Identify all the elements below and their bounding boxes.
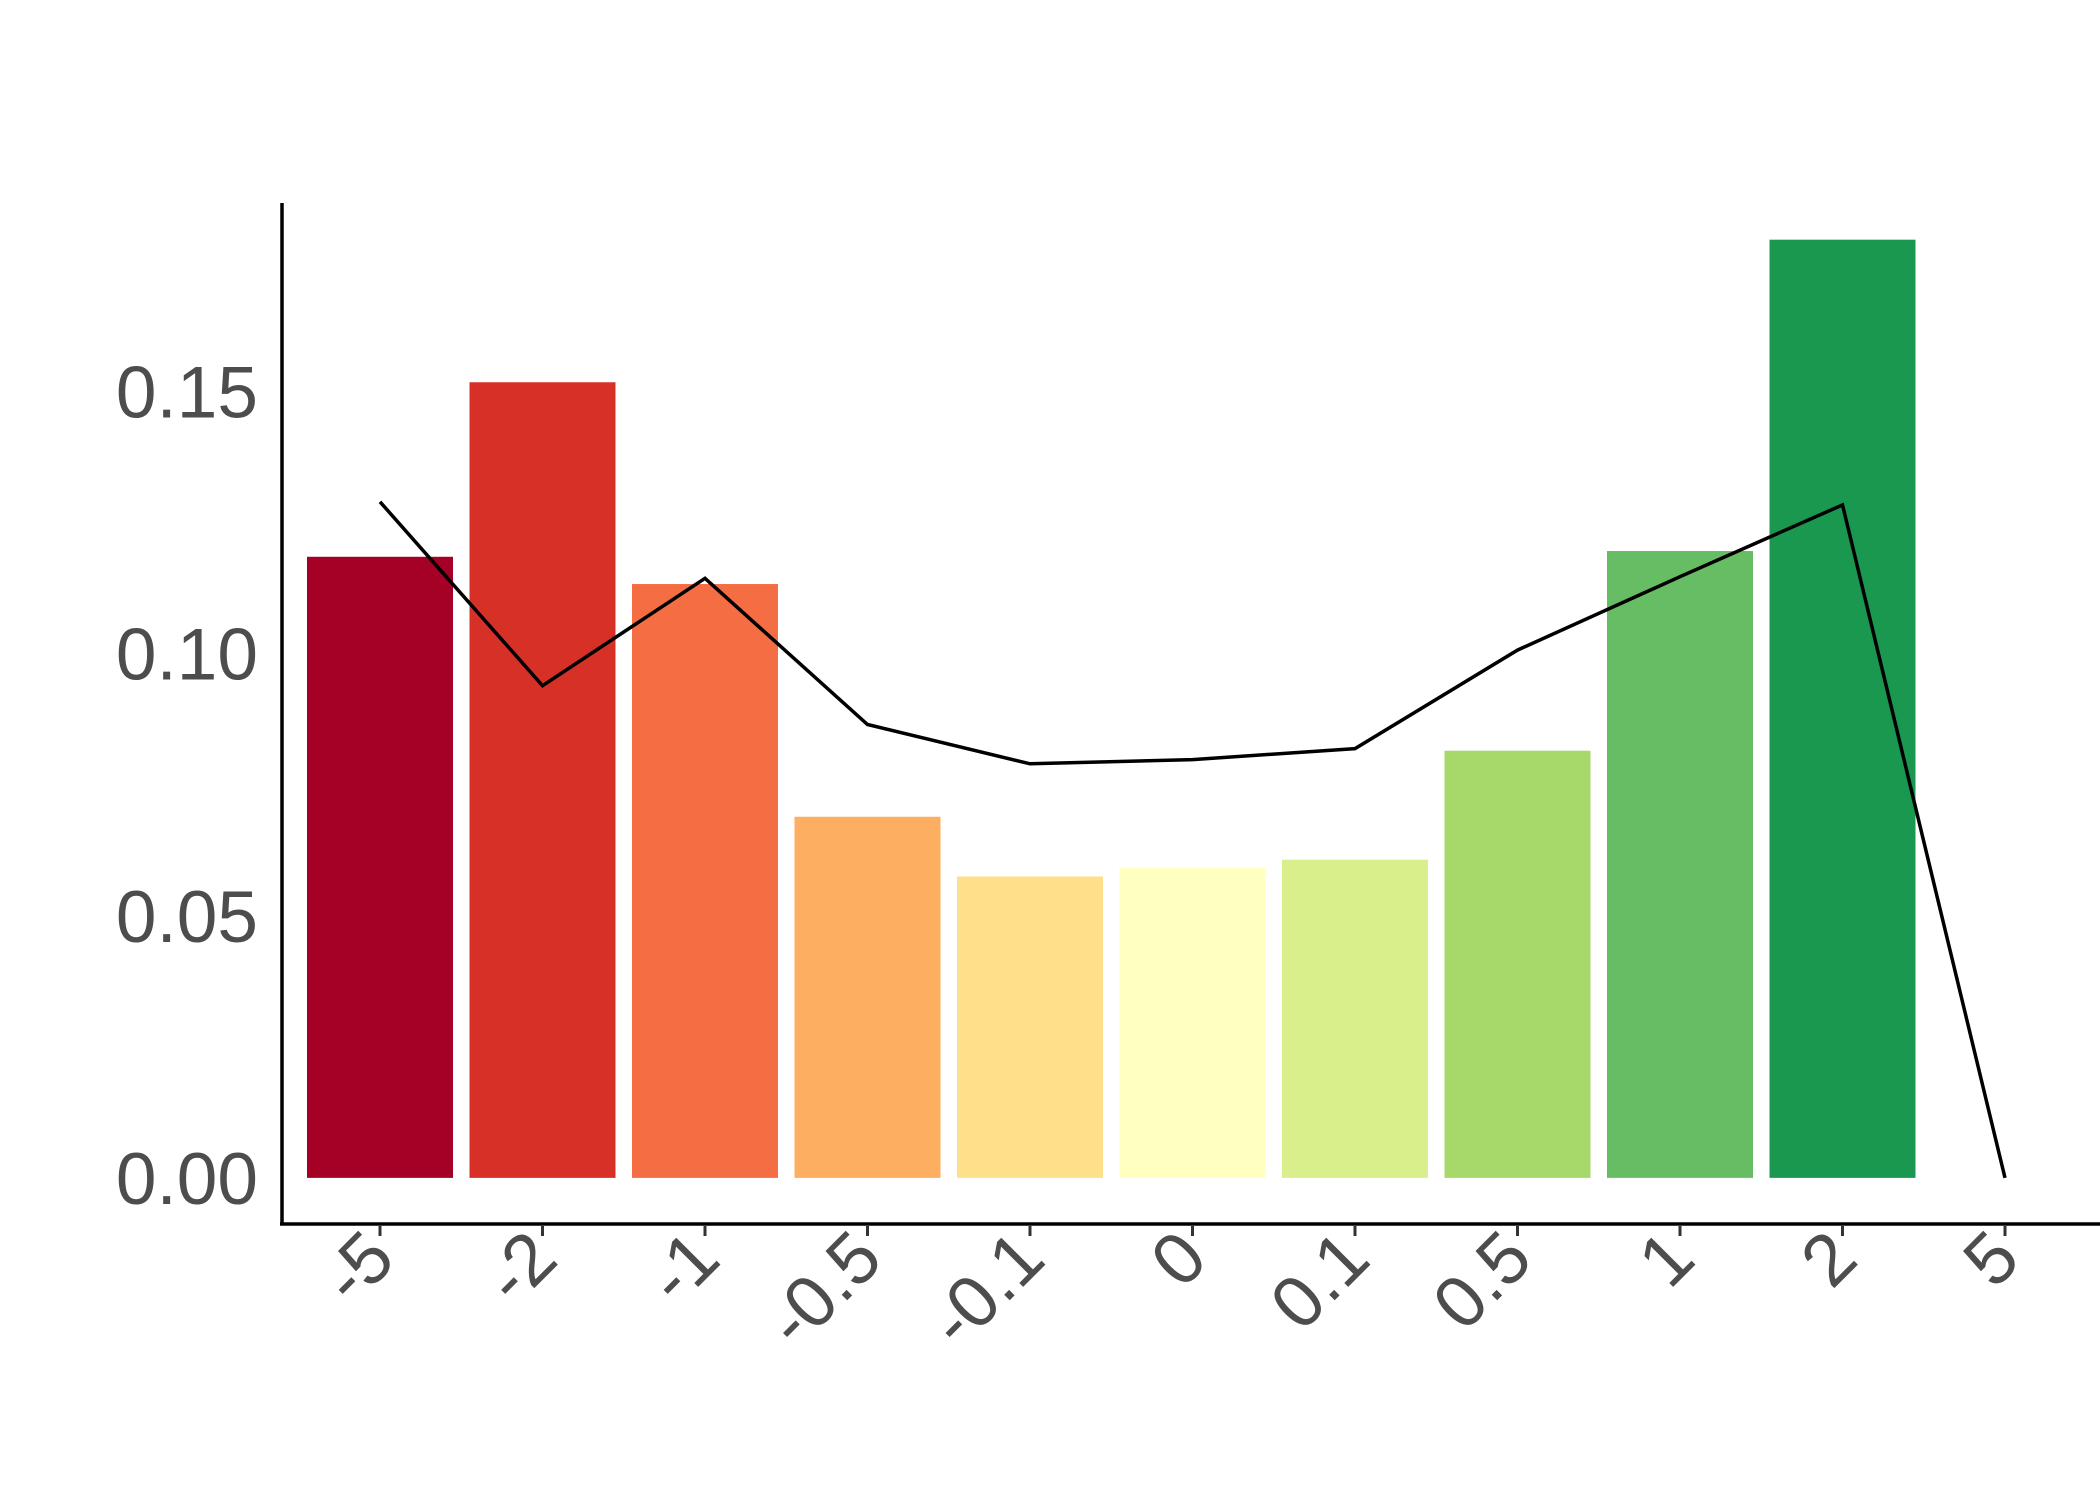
line-layer (378, 500, 2007, 1179)
x-tick-label: 1 (1623, 1216, 1709, 1302)
bar-0.1 (1282, 859, 1428, 1178)
bar--0.1 (957, 876, 1103, 1178)
bars-layer (307, 239, 1916, 1178)
y-ticks-layer: 0.00 0.05 0.10 0.15 (116, 353, 258, 1220)
bar--2 (469, 382, 616, 1178)
x-tick-label: 0.1 (1255, 1216, 1384, 1345)
x-ticks-layer: -5 -2 -1 -0.5 -0.1 0 0.1 0.5 1 2 5 (306, 1216, 2034, 1362)
x-tick-label: 5 (1948, 1216, 2034, 1302)
y-tick-label: 0.05 (116, 877, 258, 958)
bar-1 (1607, 551, 1753, 1178)
y-tick-label: 0.15 (116, 353, 258, 434)
x-tick-label: -0.1 (913, 1216, 1059, 1362)
y-tick-label: 0.10 (116, 615, 258, 696)
x-tick-label: -2 (469, 1216, 572, 1319)
bar--5 (307, 556, 453, 1178)
series-line (378, 500, 2007, 1179)
x-tick-label: 0.5 (1418, 1216, 1547, 1345)
bar-0 (1119, 868, 1266, 1178)
bar-2 (1769, 239, 1916, 1178)
axes-layer (280, 203, 2100, 1226)
bar--0.5 (794, 816, 941, 1178)
x-tick-label: -0.5 (751, 1216, 897, 1362)
x-tick-label: -5 (306, 1216, 409, 1319)
y-tick-label: 0.00 (116, 1139, 258, 1220)
bar-0.5 (1444, 750, 1591, 1178)
bar--1 (632, 584, 778, 1178)
x-tick-label: -1 (631, 1216, 734, 1319)
x-tick-label: 2 (1786, 1216, 1872, 1302)
x-tick-label: 0 (1136, 1216, 1222, 1302)
